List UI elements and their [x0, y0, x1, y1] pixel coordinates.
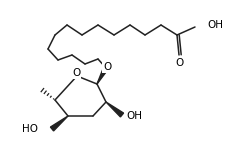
Text: O: O	[103, 62, 111, 72]
Text: OH: OH	[126, 111, 142, 121]
Text: OH: OH	[207, 20, 223, 30]
Polygon shape	[106, 102, 124, 117]
Polygon shape	[50, 116, 68, 131]
Polygon shape	[97, 67, 108, 84]
Text: HO: HO	[22, 124, 38, 134]
Text: O: O	[72, 68, 80, 78]
Text: O: O	[175, 58, 183, 68]
